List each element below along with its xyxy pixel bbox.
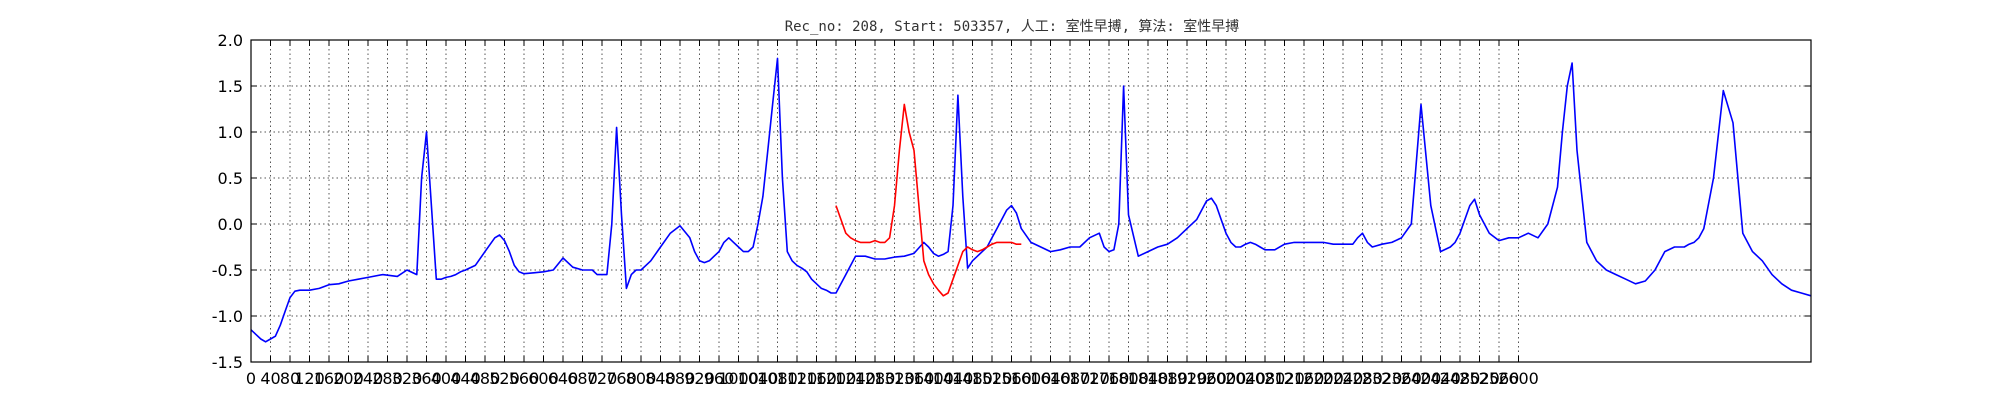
x-tick-label: 2240 bbox=[1323, 369, 1364, 388]
x-tick-label: 80 bbox=[280, 369, 300, 388]
x-tick-label: 1160 bbox=[796, 369, 837, 388]
x-tick-label: 640 bbox=[548, 369, 579, 388]
x-tick-label: 800 bbox=[626, 369, 657, 388]
y-tick-label: 1.0 bbox=[218, 123, 243, 142]
x-tick-label: 120 bbox=[294, 369, 325, 388]
x-tick-label: 2120 bbox=[1264, 369, 1305, 388]
x-tick-label: 1200 bbox=[816, 369, 857, 388]
x-tick-label: 1720 bbox=[1069, 369, 1110, 388]
x-tick-label: 1320 bbox=[874, 369, 915, 388]
x-tick-label: 1240 bbox=[835, 369, 876, 388]
x-tick-label: 2480 bbox=[1440, 369, 1481, 388]
x-tick-label: 920 bbox=[684, 369, 715, 388]
x-tick-label: 2520 bbox=[1459, 369, 1500, 388]
y-tick-label: -0.5 bbox=[212, 261, 243, 280]
x-tick-label: 1920 bbox=[1167, 369, 1208, 388]
x-tick-label: 360 bbox=[411, 369, 442, 388]
y-tick-label: 0.0 bbox=[218, 215, 243, 234]
x-tick-label: 680 bbox=[567, 369, 598, 388]
x-tick-label: 1600 bbox=[1011, 369, 1052, 388]
x-tick-label: 1760 bbox=[1089, 369, 1130, 388]
x-tick-label: 280 bbox=[372, 369, 403, 388]
x-tick-label: 760 bbox=[606, 369, 637, 388]
x-tick-label: 200 bbox=[333, 369, 364, 388]
x-tick-label: 720 bbox=[587, 369, 618, 388]
x-tick-label: 1560 bbox=[991, 369, 1032, 388]
x-tick-label: 1280 bbox=[855, 369, 896, 388]
x-tick-label: 1000 bbox=[718, 369, 759, 388]
x-tick-label: 40 bbox=[260, 369, 280, 388]
x-tick-label: 520 bbox=[489, 369, 520, 388]
ecg-highlight-segment bbox=[835, 103, 1022, 297]
x-tick-label: 2320 bbox=[1362, 369, 1403, 388]
x-tick-label: 1440 bbox=[933, 369, 974, 388]
y-tick-label: -1.0 bbox=[212, 307, 243, 326]
x-tick-label: 2600 bbox=[1498, 369, 1539, 388]
x-tick-label: 2400 bbox=[1401, 369, 1442, 388]
y-tick-label: 2.0 bbox=[218, 31, 243, 50]
ecg-series-line bbox=[250, 57, 1812, 343]
x-tick-label: 2000 bbox=[1206, 369, 1247, 388]
x-tick-label: 1840 bbox=[1128, 369, 1169, 388]
axes-frame bbox=[250, 39, 1812, 363]
x-tick-label: 320 bbox=[392, 369, 423, 388]
x-tick-label: 2160 bbox=[1284, 369, 1325, 388]
x-tick-label: 440 bbox=[450, 369, 481, 388]
x-tick-label: 0 bbox=[246, 369, 256, 388]
x-tick-label: 880 bbox=[665, 369, 696, 388]
x-tick-label: 1400 bbox=[913, 369, 954, 388]
grid-lines bbox=[250, 39, 1811, 363]
x-tick-label: 2040 bbox=[1225, 369, 1266, 388]
x-tick-label: 1080 bbox=[757, 369, 798, 388]
x-tick-label: 1040 bbox=[738, 369, 779, 388]
x-tick-label: 560 bbox=[509, 369, 540, 388]
plot-area bbox=[250, 57, 1812, 343]
y-tick-label: -1.5 bbox=[212, 353, 243, 372]
x-tick-label: 480 bbox=[470, 369, 501, 388]
x-tick-label: 2280 bbox=[1342, 369, 1383, 388]
x-tick-label: 1680 bbox=[1050, 369, 1091, 388]
x-tick-label: 1360 bbox=[894, 369, 935, 388]
x-tick-label: 2200 bbox=[1303, 369, 1344, 388]
x-tick-label: 1960 bbox=[1186, 369, 1227, 388]
x-tick-label: 1520 bbox=[972, 369, 1013, 388]
x-tick-label: 2560 bbox=[1479, 369, 1520, 388]
y-axis: -1.5 -1.0 -0.5 0.0 0.5 1.0 1.5 2.0 bbox=[212, 31, 1811, 372]
x-axis: 0 40 8012016020024028032036040044048052056… bbox=[246, 40, 1539, 388]
y-tick-label: 0.5 bbox=[218, 169, 243, 188]
x-tick-label: 2440 bbox=[1420, 369, 1461, 388]
x-tick-label: 2080 bbox=[1245, 369, 1286, 388]
x-tick-label: 240 bbox=[353, 369, 384, 388]
x-tick-label: 1480 bbox=[952, 369, 993, 388]
x-tick-label: 160 bbox=[314, 369, 345, 388]
y-tick-label: 1.5 bbox=[218, 77, 243, 96]
x-tick-label: 1640 bbox=[1030, 369, 1071, 388]
x-tick-label: 840 bbox=[645, 369, 676, 388]
x-tick-label: 600 bbox=[528, 369, 559, 388]
x-tick-label: 1120 bbox=[777, 369, 818, 388]
chart-title: Rec_no: 208, Start: 503357, 人工: 室性早搏, 算法… bbox=[785, 18, 1240, 35]
x-tick-label: 1800 bbox=[1108, 369, 1149, 388]
x-tick-label: 400 bbox=[431, 369, 462, 388]
x-tick-label: 2360 bbox=[1381, 369, 1422, 388]
x-tick-label: 1880 bbox=[1147, 369, 1188, 388]
x-tick-label: 960 bbox=[704, 369, 735, 388]
